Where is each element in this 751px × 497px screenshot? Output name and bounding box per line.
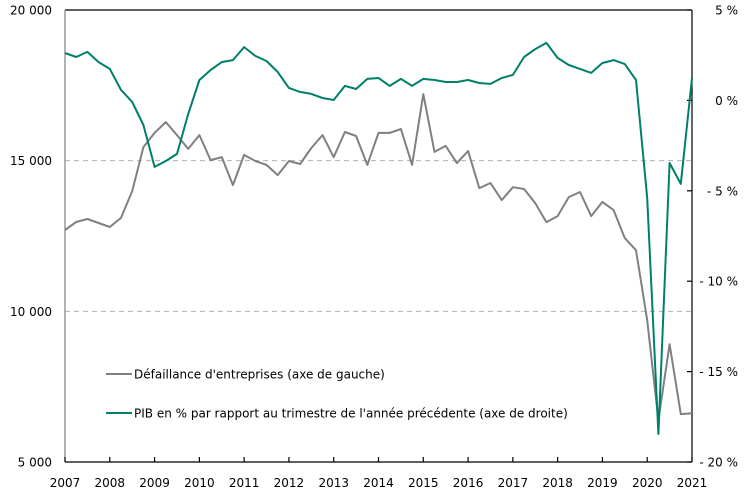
legend-label-defaillance: Défaillance d'entreprises (axe de gauche… (134, 368, 385, 382)
y-right-tick-label: - 15 % (699, 365, 738, 379)
series-lines (64, 41, 693, 435)
y-right-tick-label: - 10 % (699, 275, 738, 289)
x-tick-label: 2018 (542, 476, 573, 490)
x-tick-label: 2017 (498, 476, 529, 490)
legend: Défaillance d'entreprises (axe de gauche… (106, 368, 568, 421)
x-tick-label: 2007 (50, 476, 81, 490)
x-tick-label: 2009 (139, 476, 170, 490)
y-left-tick-label: 15 000 (10, 154, 52, 168)
right-axis-ticks: - 20 % - 15 % - 10 % - 5 % 0 % 5 % (687, 4, 738, 470)
series-line-pib (64, 41, 693, 435)
x-tick-label: 2020 (632, 476, 663, 490)
y-left-tick-label: 10 000 (10, 305, 52, 319)
gridlines (65, 160, 692, 312)
legend-item-pib: PIB en % par rapport au trimestre de l'a… (106, 407, 568, 421)
x-tick-label: 2019 (587, 476, 618, 490)
x-tick-label: 2011 (229, 476, 260, 490)
x-tick-label: 2008 (95, 476, 126, 490)
x-tick-label: 2016 (453, 476, 484, 490)
y-left-tick-label: 5 000 (18, 456, 52, 470)
x-tick-label: 2015 (408, 476, 439, 490)
x-tick-label: 2010 (184, 476, 215, 490)
legend-item-defaillance: Défaillance d'entreprises (axe de gauche… (106, 368, 385, 382)
x-axis-ticks: 2007 2008 2009 2010 2011 2012 2013 2014 2015 2016… (50, 457, 708, 490)
y-right-tick-label: 5 % (715, 4, 738, 18)
y-left-tick-label: 20 000 (10, 4, 52, 18)
x-tick-label: 2021 (677, 476, 708, 490)
y-right-tick-label: - 5 % (707, 184, 738, 198)
legend-label-pib: PIB en % par rapport au trimestre de l'a… (134, 407, 568, 421)
x-tick-label: 2014 (363, 476, 394, 490)
y-right-tick-label: - 20 % (699, 456, 738, 470)
x-tick-label: 2013 (318, 476, 349, 490)
series-line-defaillance (64, 93, 693, 422)
y-right-tick-label: 0 % (715, 94, 738, 108)
x-tick-label: 2012 (274, 476, 305, 490)
